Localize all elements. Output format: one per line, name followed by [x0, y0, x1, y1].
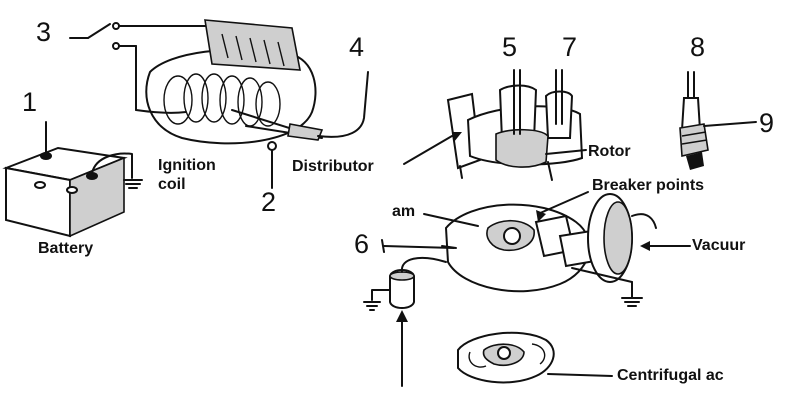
label-number-2: 2	[261, 187, 277, 217]
centrifugal-advance-drawing	[457, 331, 613, 384]
breaker-assembly-drawing	[381, 191, 691, 307]
label-ignition-coil-line2: coil	[158, 176, 186, 193]
label-cam: am	[392, 203, 416, 220]
spark-plug-drawing	[679, 71, 757, 170]
ignition-coil-drawing	[135, 19, 369, 189]
label-number-5: 5	[502, 32, 518, 62]
label-number-6: 6	[354, 229, 370, 259]
label-number-4: 4	[349, 32, 365, 62]
label-ignition-coil-line1: Ignition	[158, 157, 216, 174]
label-number-1: 1	[22, 87, 38, 117]
label-rotor: Rotor	[588, 143, 631, 160]
battery-drawing	[2, 121, 143, 238]
label-distributor: Distributor	[292, 158, 374, 175]
label-number-9: 9	[759, 110, 775, 137]
label-centrifugal-advance: Centrifugal ac	[617, 368, 724, 384]
label-breaker-points: Breaker points	[592, 177, 705, 194]
ignition-switch-drawing	[69, 22, 223, 111]
label-number-8: 8	[690, 32, 706, 62]
label-vacuum-advance: Vacuur	[692, 238, 746, 254]
condenser-drawing	[363, 256, 447, 387]
label-battery: Battery	[38, 240, 94, 257]
distributor-cap-drawing	[403, 69, 587, 181]
label-number-3: 3	[36, 17, 52, 47]
label-number-7: 7	[562, 32, 578, 62]
